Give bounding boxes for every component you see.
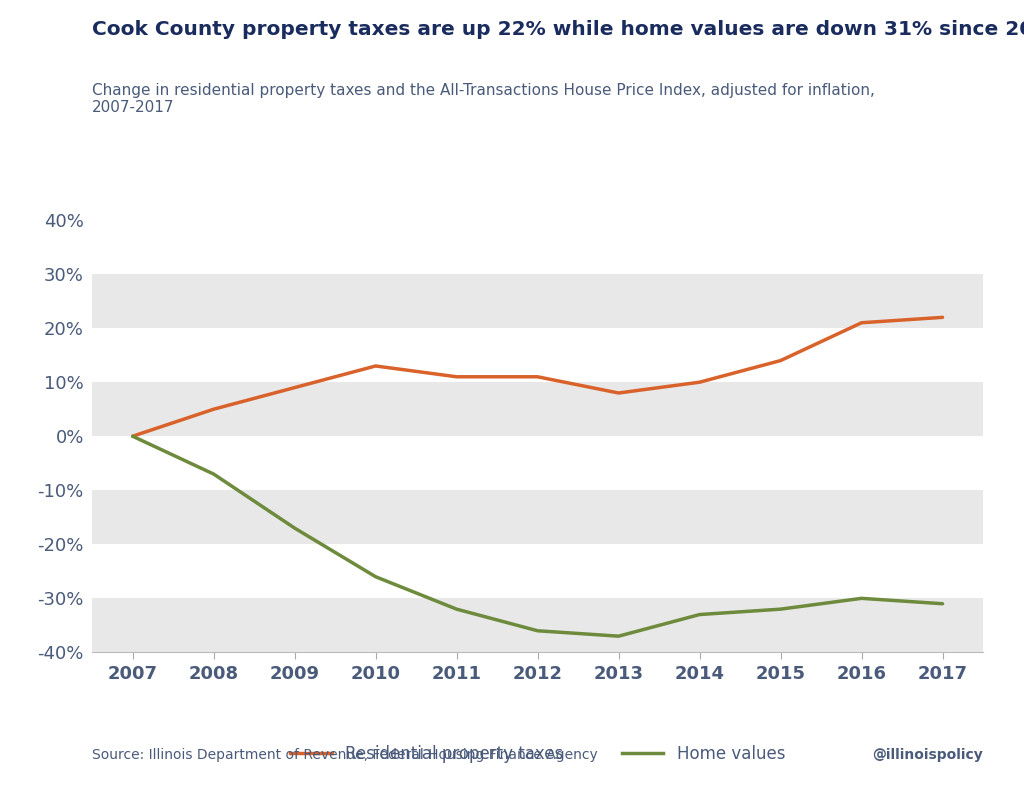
Text: Source: Illinois Department of Revenue, Federal Housing Finance Agency: Source: Illinois Department of Revenue, … [92,748,598,762]
Bar [92,274,983,328]
Text: @illinoispolicy: @illinoispolicy [872,748,983,762]
Bar [92,598,983,652]
Bar [92,436,983,490]
Bar [92,220,983,274]
Bar [92,490,983,544]
Bar [92,382,983,436]
Bar [92,328,983,382]
Text: Change in residential property taxes and the All-Transactions House Price Index,: Change in residential property taxes and… [92,83,876,115]
Text: Cook County property taxes are up 22% while home values are down 31% since 2007: Cook County property taxes are up 22% wh… [92,20,1024,39]
Bar [92,544,983,598]
Legend: Residential property taxes, Home values: Residential property taxes, Home values [284,739,792,769]
